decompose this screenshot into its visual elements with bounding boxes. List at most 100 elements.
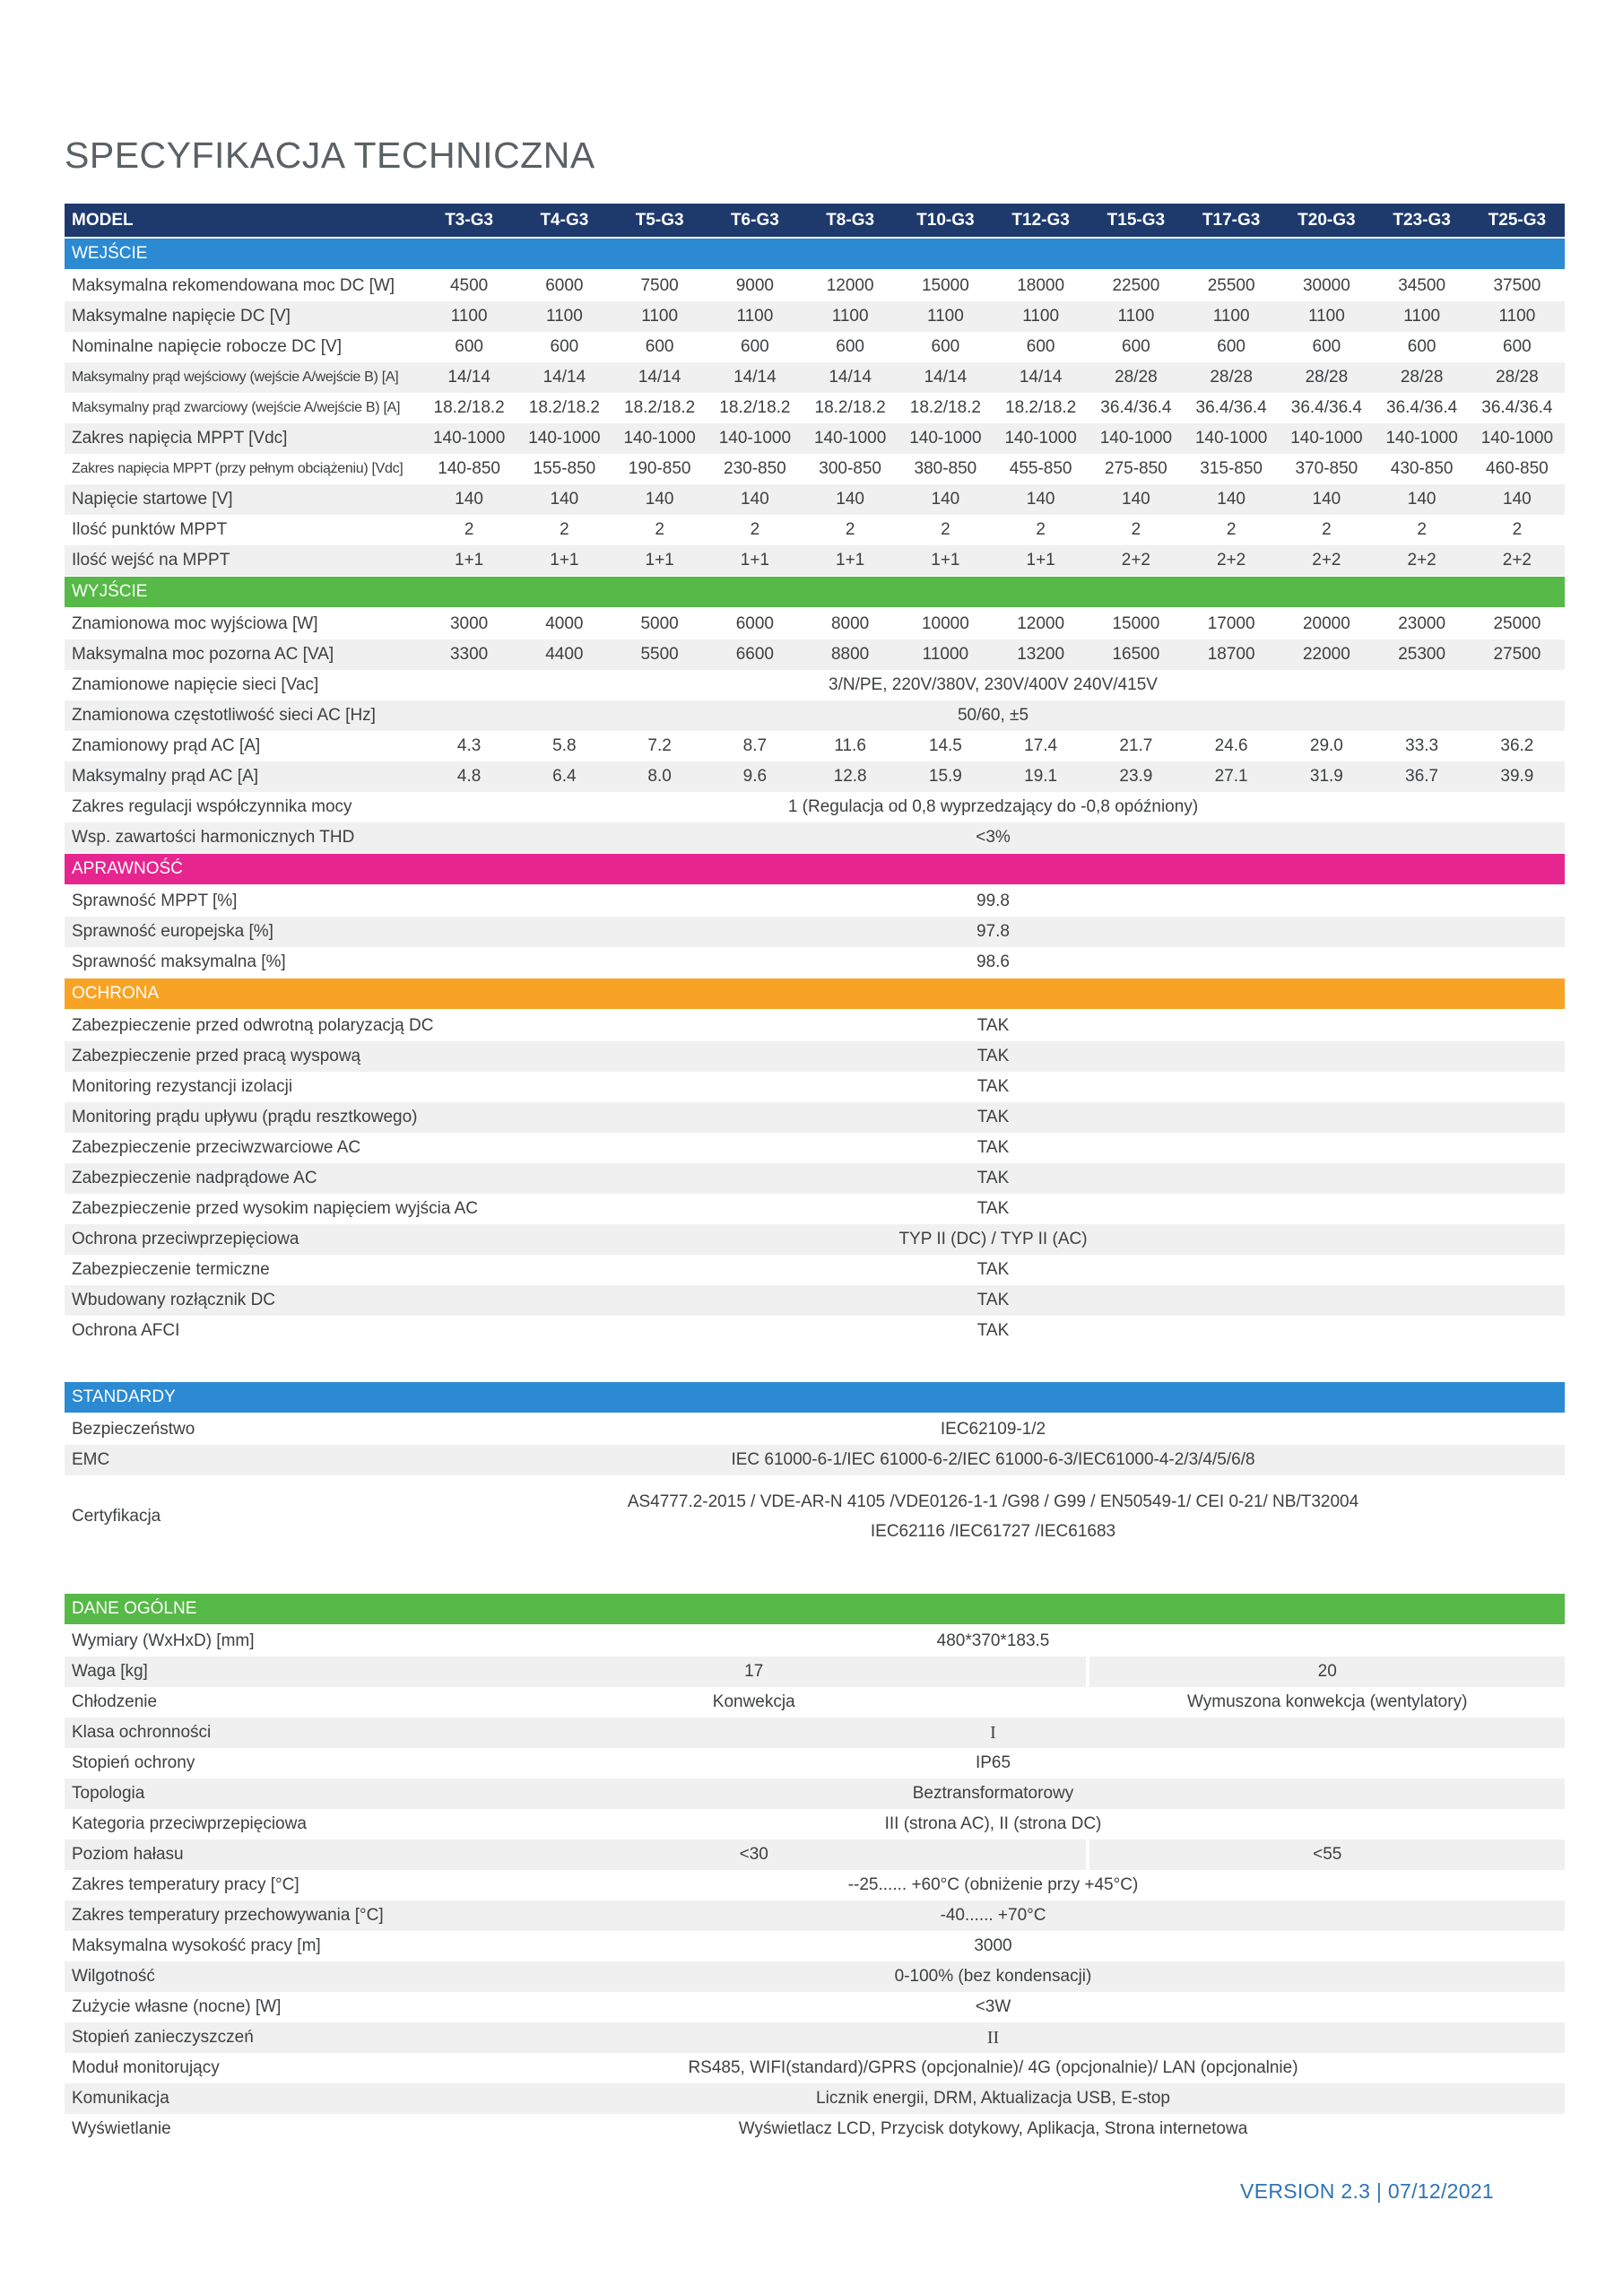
spec-row: Znamionowa częstotliwość sieci AC [Hz] 50… [65,700,1565,731]
row-label: Znamionowa częstotliwość sieci AC [Hz] [72,706,376,725]
value-cell: 155-850 [533,459,596,478]
value-cell: 600 [455,337,483,356]
row-label: Zakres napięcia MPPT [Vdc] [72,429,288,448]
value-cell: 140-1000 [1385,429,1458,448]
spec-row: Stopień zanieczyszczeń II [65,2022,1565,2053]
value-cell: 6.4 [552,767,577,786]
value-cell: 39.9 [1500,767,1534,786]
value-cell: 28/28 [1305,368,1349,387]
spec-row: Zabezpieczenie przed wysokim napięciem w… [65,1194,1565,1224]
model-column-header: T12-G3 [1011,210,1070,230]
row-label: Maksymalny prąd zwarciowy (wejście A/wej… [72,400,401,415]
row-label: Zabezpieczenie przeciwzwarciowe AC [72,1138,361,1157]
value-span: TYP II (DC) / TYP II (AC) [898,1230,1088,1248]
model-column-header: T23-G3 [1393,210,1451,230]
spec-row: Zakres regulacji współczynnika mocy 1 (Re… [65,792,1565,822]
value-cell: 600 [1217,337,1245,356]
value-cell: 12.8 [833,767,867,786]
spec-row: Maksymalna rekomendowana moc DC [W] 4500 6… [65,271,1565,301]
value-cell: 300-850 [819,459,881,478]
spec-row: Sprawność europejska [%] 97.8 [65,917,1565,947]
spec-row: Certyfikacja AS4777.2-2015 / VDE-AR-N 410… [65,1475,1565,1558]
value-cell: 1+1 [836,551,865,570]
value-cell: 4000 [545,614,584,633]
spec-row: Ilość punktów MPPT 2 2 2 2 2 2 2 2 2 2 2 2 [65,515,1565,545]
section-header: DANE OGÓLNE [65,1594,1565,1626]
value-cell: 600 [931,337,960,356]
value-span: TAK [976,1321,1010,1340]
value-span: AS4777.2-2015 / VDE-AR-N 4105 /VDE0126-1… [421,1475,1565,1558]
value-span: 480*370*183.5 [936,1631,1050,1650]
section-header: APRAWNOŚĆ [65,854,1565,886]
value-cell: 600 [1122,337,1150,356]
value-cell: 24.6 [1214,736,1248,755]
value-cell: 13200 [1017,645,1065,664]
value-cell: 140-1000 [1194,429,1268,448]
value-span: 98.6 [976,952,1010,971]
value-cell-left: 17 [744,1662,764,1681]
spec-row: Ochrona AFCI TAK [65,1316,1565,1346]
row-label: Monitoring prądu upływu (prądu resztkowe… [72,1108,418,1126]
value-cell: 36.4/36.4 [1481,398,1553,417]
row-label: Zakres napięcia MPPT (przy pełnym obciąż… [72,461,404,476]
spec-row: Topologia Beztransformatorowy [65,1779,1565,1809]
spec-row: Waga [kg] 17 20 [65,1657,1565,1687]
value-cell: 9.6 [742,767,768,786]
value-cell: 600 [645,337,674,356]
value-cell: 2+2 [1312,551,1341,570]
value-cell: 1100 [641,307,679,326]
row-label: Sprawność europejska [%] [72,922,273,941]
spec-row: Monitoring rezystancji izolacji TAK [65,1072,1565,1102]
value-cell: 1+1 [645,551,674,570]
value-cell: 14/14 [638,368,681,387]
spec-row: Komunikacja Licznik energii, DRM, Aktuali… [65,2083,1565,2114]
row-label: Sprawność MPPT [%] [72,891,238,910]
value-cell: 2 [560,520,569,539]
value-cell: 1+1 [740,551,769,570]
value-cell: 140-1000 [1480,429,1554,448]
value-cell: 28/28 [1115,368,1158,387]
spec-row: Znamionowe napięcie sieci [Vac] 3/N/PE, 2… [65,670,1565,700]
value-cell: 140 [836,490,864,509]
value-cell: 23.9 [1119,767,1153,786]
value-cell-right: 20 [1086,1657,1565,1687]
value-cell: 3300 [449,645,489,664]
value-cell: 36.4/36.4 [1386,398,1458,417]
value-cell: 600 [1407,337,1436,356]
value-cell: 140-1000 [623,429,696,448]
value-cell: 2 [1512,520,1523,539]
value-cell: 18.2/18.2 [909,398,981,417]
value-cell: 8.7 [742,736,768,755]
row-label: Monitoring rezystancji izolacji [72,1077,293,1096]
value-cell: 2 [1417,520,1427,539]
spec-row: Ochrona przeciwprzepięciowa TYP II (DC) /… [65,1224,1565,1255]
value-cell: 140-1000 [528,429,601,448]
row-label: Zakres temperatury pracy [°C] [72,1875,299,1894]
section-block: APRAWNOŚĆ Sprawność MPPT [%] 99.8 Sprawność… [65,854,1565,978]
value-cell: 2 [941,520,950,539]
value-cell: 140 [1407,490,1436,509]
value-cell: 2 [655,520,664,539]
value-span: TAK [976,1047,1010,1065]
row-label: Wyświetlanie [72,2119,171,2138]
spec-row: Kategoria przeciwprzepięciowa III (strona… [65,1809,1565,1839]
value-span: 97.8 [976,922,1010,941]
value-cell: 22500 [1112,276,1160,295]
spec-sheet: SPECYFIKACJA TECHNICZNA MODEL T3-G3 T4-G3… [65,135,1565,2203]
section-block: WYJŚCIE Znamionowa moc wyjściowa [W] 3000 4… [65,577,1565,853]
row-label: Ilość wejść na MPPT [72,551,230,570]
value-span: III (strona AC), II (strona DC) [884,1814,1102,1833]
row-label: Stopień zanieczyszczeń [72,2028,254,2047]
spec-table: MODEL T3-G3 T4-G3 T5-G3 T6-G3 T8-G3 T10-G3 T12… [65,204,1565,2144]
value-span: Licznik energii, DRM, Aktualizacja USB, … [816,2089,1170,2108]
value-cell: 1+1 [1026,551,1055,570]
value-cell-right: Wymuszona konwekcja (wentylatory) [1086,1687,1565,1718]
row-label: Maksymalna wysokość pracy [m] [72,1936,321,1955]
value-cell: 1100 [1212,307,1250,326]
model-column-header: T4-G3 [540,210,589,230]
spec-row: Zabezpieczenie nadprądowe AC TAK [65,1163,1565,1194]
value-cell: 4.3 [456,736,482,755]
value-cell: 600 [1503,337,1532,356]
model-header-label: MODEL [72,210,134,230]
spec-row: Klasa ochronności I [65,1718,1565,1748]
